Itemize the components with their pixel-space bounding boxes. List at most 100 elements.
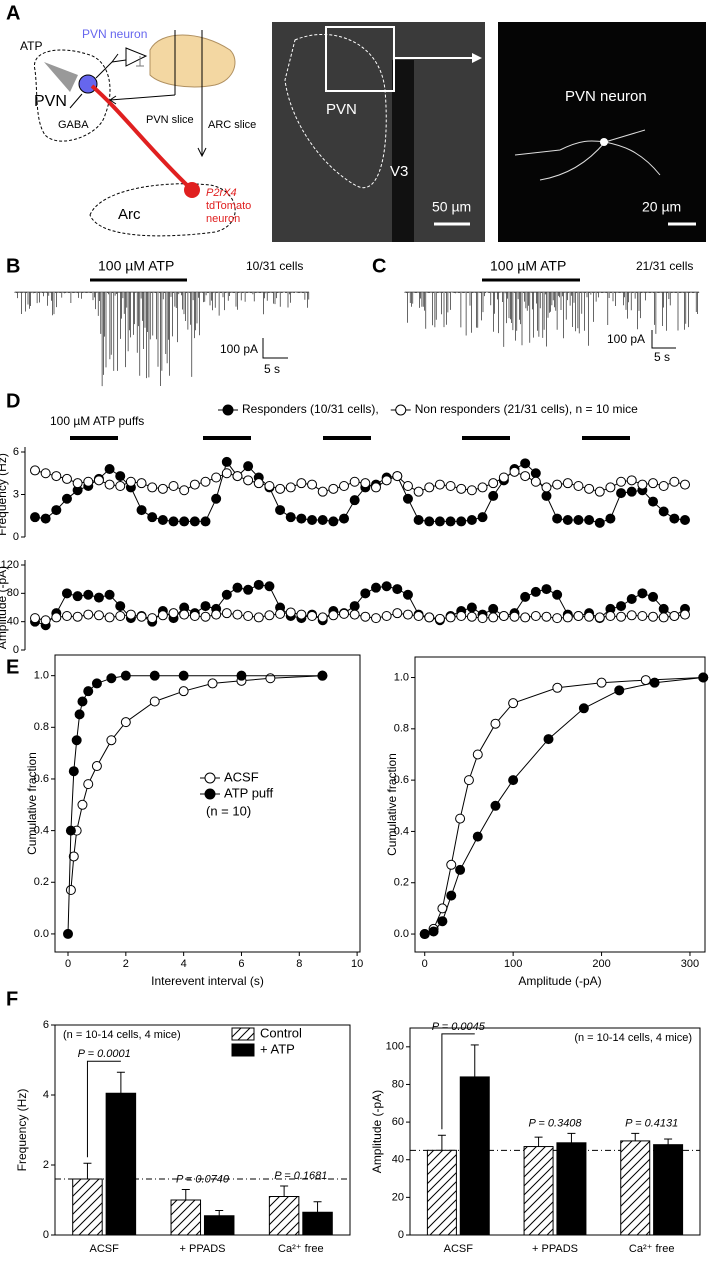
point <box>275 608 286 619</box>
point <box>626 486 637 497</box>
point <box>466 611 477 622</box>
point <box>434 516 445 527</box>
point <box>605 513 616 524</box>
point <box>541 490 552 501</box>
point <box>30 613 40 624</box>
point <box>104 464 115 474</box>
point <box>63 928 74 939</box>
point <box>157 610 168 621</box>
legend-marker <box>204 772 216 784</box>
point <box>72 611 83 622</box>
point <box>498 472 509 483</box>
point <box>573 481 584 491</box>
point <box>72 478 83 489</box>
point <box>200 611 211 622</box>
point <box>648 611 659 622</box>
point <box>51 471 62 482</box>
label: ATP <box>20 39 42 53</box>
series-line <box>67 675 323 934</box>
note: (n = 10-14 cells, 4 mice) <box>63 1029 181 1041</box>
legend-label: Responders (10/31 cells), <box>242 402 379 416</box>
point <box>370 613 381 624</box>
point <box>296 609 307 620</box>
point <box>200 476 211 487</box>
point <box>349 495 360 506</box>
label: PVN slice <box>146 114 194 126</box>
point <box>562 478 573 489</box>
y-tick-label: 80 <box>7 587 19 599</box>
y-tick-label: 0 <box>398 1229 404 1241</box>
point <box>360 588 371 599</box>
label: 100 µM ATP <box>490 258 566 274</box>
y-tick-label: 60 <box>392 1116 404 1128</box>
point <box>616 611 627 622</box>
point <box>637 588 648 599</box>
y-tick-label: 1.0 <box>34 670 49 682</box>
point <box>360 611 371 622</box>
point <box>530 611 541 621</box>
traces <box>14 278 700 387</box>
legend-label: Control <box>260 1025 302 1040</box>
point <box>157 483 168 494</box>
point <box>392 584 403 595</box>
point <box>541 482 552 493</box>
label: 5 s <box>654 350 670 364</box>
point <box>83 476 94 487</box>
point <box>552 513 563 524</box>
point <box>83 589 94 600</box>
series-line <box>70 675 323 891</box>
point <box>77 696 88 707</box>
point <box>83 686 94 697</box>
trace <box>14 291 310 387</box>
point <box>40 513 51 524</box>
point <box>477 613 488 624</box>
y-tick-label: 0.8 <box>34 721 49 733</box>
point <box>370 582 381 593</box>
point <box>71 735 82 746</box>
y-tick-label: 0.2 <box>34 876 49 888</box>
point <box>509 466 520 477</box>
point <box>243 611 254 621</box>
point <box>488 490 499 501</box>
point <box>232 471 243 482</box>
point <box>402 493 413 504</box>
micrograph <box>272 22 706 242</box>
point <box>61 493 72 504</box>
bar <box>459 1076 490 1236</box>
point <box>490 718 501 729</box>
point <box>456 483 467 494</box>
point <box>658 506 669 517</box>
point <box>275 505 286 516</box>
point <box>428 926 439 937</box>
point <box>616 476 627 487</box>
y-tick-label: 6 <box>43 1019 49 1031</box>
point <box>626 594 637 604</box>
point <box>40 468 51 479</box>
bar <box>72 1178 103 1236</box>
point <box>392 471 403 482</box>
point <box>147 482 158 493</box>
point <box>243 584 254 595</box>
point <box>648 591 659 602</box>
point <box>236 670 247 681</box>
point <box>221 456 232 467</box>
point <box>488 478 499 489</box>
y-tick-label: 0.0 <box>394 928 409 940</box>
point <box>178 686 189 697</box>
point <box>339 481 350 491</box>
point <box>189 479 200 490</box>
point <box>83 609 94 620</box>
point <box>147 613 158 624</box>
bar <box>105 1092 137 1236</box>
point <box>520 458 531 469</box>
label: PVN <box>326 101 357 118</box>
x-axis-label: Interevent interval (s) <box>151 974 264 988</box>
point <box>120 670 131 681</box>
point <box>264 581 275 592</box>
point <box>83 779 94 790</box>
point <box>520 591 531 602</box>
point <box>147 512 158 523</box>
point <box>51 505 62 516</box>
point <box>30 465 40 476</box>
